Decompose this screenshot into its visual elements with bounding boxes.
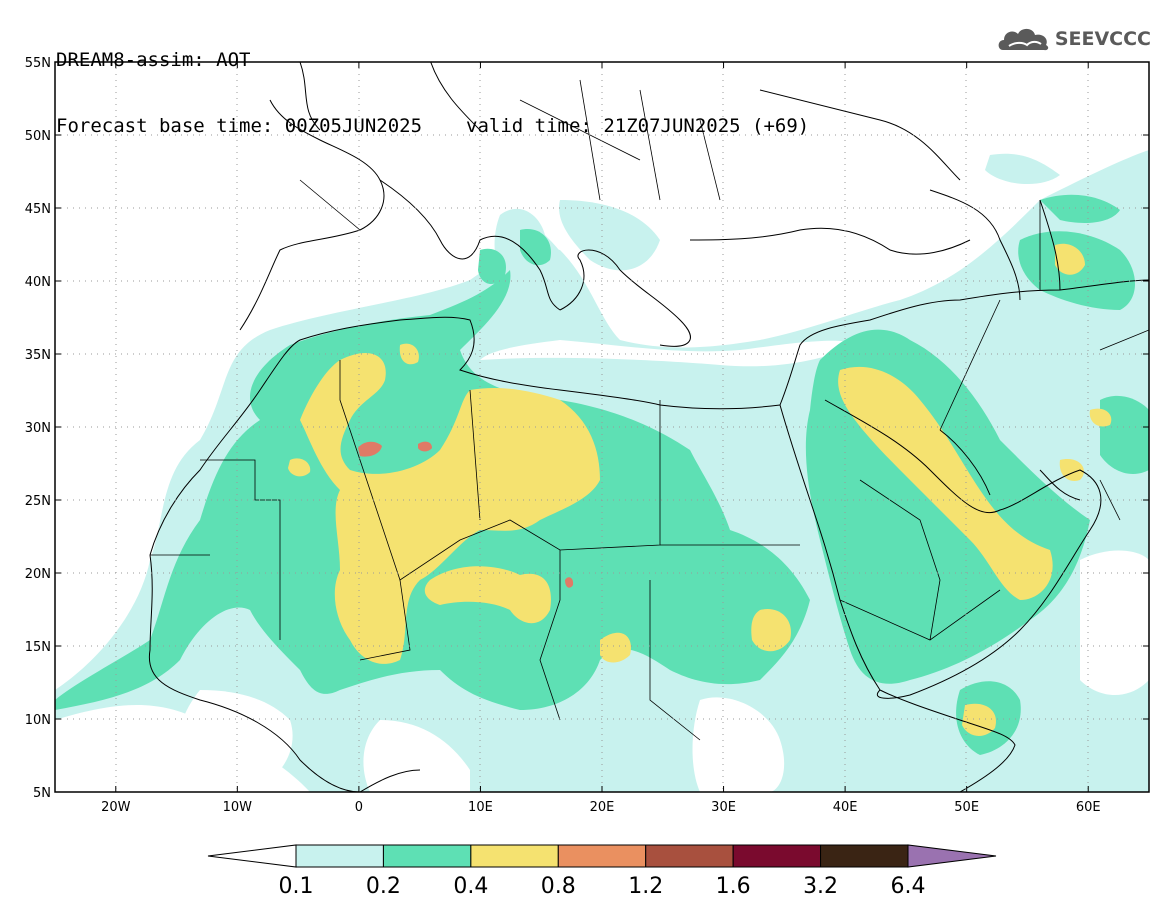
lon-tick-label: 50E bbox=[954, 800, 979, 815]
lon-tick-label: 60E bbox=[1076, 800, 1101, 815]
title-base-time: Forecast base time: 00Z05JUN2025 bbox=[56, 115, 423, 137]
lon-tick-label: 20E bbox=[590, 800, 615, 815]
colorbar-label: 1.2 bbox=[628, 874, 663, 899]
lat-tick-label: 15N bbox=[25, 640, 51, 655]
lon-tick-label: 0 bbox=[355, 800, 363, 815]
aot-level-0.4 bbox=[288, 243, 1112, 736]
colorbar-label: 3.2 bbox=[803, 874, 838, 899]
title-product: DREAM8-assim: AOT bbox=[56, 49, 251, 71]
lon-tick-label: 10W bbox=[223, 800, 253, 815]
colorbar-label: 0.8 bbox=[541, 874, 576, 899]
lat-tick-label: 20N bbox=[25, 567, 51, 582]
colorbar: 0.1 0.2 0.4 0.8 1.2 1.6 3.2 6.4 bbox=[207, 844, 997, 899]
lat-tick-label: 40N bbox=[25, 275, 51, 290]
colorbar-under-triangle bbox=[207, 844, 297, 868]
lat-tick-label: 25N bbox=[25, 494, 51, 509]
colorbar-label: 6.4 bbox=[891, 874, 926, 899]
aot-field bbox=[55, 62, 1149, 792]
seevccc-logo: SEEVCCC bbox=[997, 24, 1151, 54]
latitude-axis: 55N 50N 45N 40N 35N 30N 25N 20N 15N 10N 5N bbox=[25, 56, 1149, 801]
colorbar-label: 0.2 bbox=[366, 874, 401, 899]
lat-tick-label: 45N bbox=[25, 202, 51, 217]
country-borders bbox=[150, 79, 1149, 741]
lat-tick-label: 10N bbox=[25, 713, 51, 728]
lat-tick-label: 35N bbox=[25, 348, 51, 363]
colorbar-label: 0.1 bbox=[279, 874, 314, 899]
logo-text: SEEVCCC bbox=[1054, 28, 1151, 50]
lon-tick-label: 10E bbox=[468, 800, 493, 815]
lon-tick-label: 20W bbox=[101, 800, 131, 815]
coastlines bbox=[148, 62, 1149, 792]
colorbar-segment bbox=[732, 844, 822, 868]
colorbar-over-triangle bbox=[907, 844, 997, 868]
cloud-logo-icon bbox=[998, 28, 1048, 51]
colorbar-label: 1.6 bbox=[716, 874, 751, 899]
colorbar-segment bbox=[557, 844, 647, 868]
title-valid-time: valid time: 21Z07JUN2025 (+69) bbox=[466, 115, 810, 137]
colorbar-segment bbox=[820, 844, 909, 868]
colorbar-segment bbox=[295, 844, 384, 868]
colorbar-segment bbox=[470, 844, 559, 868]
colorbar-segment bbox=[382, 844, 472, 868]
map-title: DREAM8-assim: AOT Forecast base time: 00… bbox=[56, 5, 809, 159]
colorbar-label: 0.4 bbox=[453, 874, 488, 899]
aot-clear-areas bbox=[55, 340, 1149, 792]
colorbar-segment bbox=[645, 844, 734, 868]
longitude-axis: 20W 10W 0 10E 20E 30E 40E 50E 60E bbox=[101, 62, 1101, 815]
lat-tick-label: 5N bbox=[33, 786, 51, 801]
lat-tick-label: 30N bbox=[25, 421, 51, 436]
lat-tick-label: 50N bbox=[25, 129, 51, 144]
lon-tick-label: 40E bbox=[833, 800, 858, 815]
graticule bbox=[55, 62, 1149, 792]
lat-tick-label: 55N bbox=[25, 56, 51, 71]
aot-level-0.8 bbox=[358, 441, 574, 588]
lon-tick-label: 30E bbox=[711, 800, 736, 815]
